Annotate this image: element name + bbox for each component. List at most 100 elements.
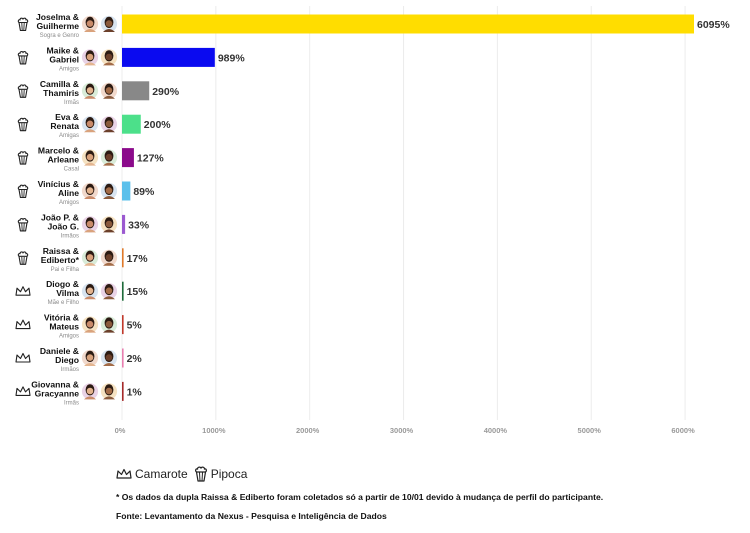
bar-value-label: 2% (127, 353, 143, 365)
avatar (99, 14, 119, 34)
popcorn-icon (194, 466, 207, 482)
chart-row: João P. &João G. Irmãos 33% (17, 212, 150, 239)
pair-relation: Amigas (59, 133, 79, 139)
avatar (80, 348, 100, 368)
pair-relation: Mãe e Filho (48, 300, 80, 306)
avatar (80, 14, 100, 34)
pair-name-line2: Gabriel (49, 54, 79, 64)
pair-name-line2: Aline (58, 188, 79, 198)
avatar (99, 282, 119, 301)
pair-name-line2: João G. (47, 221, 79, 231)
popcorn-icon (17, 84, 29, 98)
bar-value-label: 5% (127, 320, 143, 332)
chart-row: Vitória &Mateus Amigos 5% (15, 313, 143, 340)
popcorn-icon (17, 184, 29, 199)
bar (122, 281, 124, 301)
chart-row: Diogo &Vilma Mãe e Filho 15% (15, 279, 149, 306)
pair-name-line1: Camilla & (40, 79, 79, 89)
pair-name-line1: Eva & (55, 112, 79, 122)
x-tick-label: 5000% (578, 426, 602, 435)
pair-relation: Irmãs (64, 100, 79, 106)
avatar (99, 148, 119, 167)
pair-name-line2: Guilherme (36, 21, 79, 31)
x-axis-ticks: 0% 1000% 2000% 3000% 4000% 5000% 6000% (115, 426, 696, 435)
pair-name-line2: Vilma (56, 288, 79, 298)
chart-row: Vinícius &Aline Amigos 89% (17, 179, 155, 206)
bar (122, 248, 124, 268)
avatar (80, 148, 100, 167)
pair-name-line1: Vitória & (44, 313, 79, 323)
pair-relation: Casal (64, 167, 79, 173)
avatar (80, 115, 100, 134)
chart-row: Daniele &Diego Irmãos 2% (15, 346, 143, 373)
pair-relation: Amigos (59, 200, 79, 206)
pair-name-line1: Maike & (47, 45, 79, 55)
avatar (99, 315, 119, 334)
crown-icon (15, 319, 31, 330)
avatar (99, 348, 119, 368)
bar (122, 214, 126, 234)
crown-icon (15, 386, 31, 396)
crown-icon (15, 286, 31, 296)
pair-name-line2: Thamiris (43, 88, 79, 98)
grid-lines (121, 6, 686, 420)
popcorn-icon (17, 17, 29, 32)
bar (122, 348, 124, 368)
avatar (99, 248, 119, 267)
legend: Camarote Pipoca (116, 466, 247, 482)
avatar (80, 48, 100, 67)
chart-row: Raissa &Ediberto* Pai e Filha 17% (17, 246, 149, 273)
avatar (99, 181, 119, 201)
crown-icon (116, 468, 132, 479)
chart-row: Maike &Gabriel Amigos 989% (17, 45, 246, 72)
avatar (80, 248, 100, 267)
legend-pipoca: Pipoca (194, 466, 247, 482)
bar-value-label: 989% (218, 52, 246, 64)
avatar (80, 81, 100, 100)
popcorn-icon (17, 117, 29, 132)
bar (122, 47, 215, 67)
avatar (80, 382, 100, 401)
source-note: Fonte: Levantamento da Nexus - Pesquisa … (116, 511, 387, 521)
pair-name-line2: Arleane (47, 155, 79, 165)
chart-row: Joselma &Guilherme Sogra e Genro 6095% (17, 12, 730, 39)
pair-relation: Amigos (59, 334, 79, 340)
avatar (80, 315, 100, 334)
bar-value-label: 17% (127, 253, 149, 265)
popcorn-icon (17, 151, 29, 165)
pair-relation: Irmãs (64, 400, 79, 406)
bar-value-label: 127% (137, 153, 165, 165)
popcorn-icon (17, 251, 29, 265)
pair-name-line1: João P. & (41, 212, 79, 222)
bar-value-label: 6095% (697, 19, 730, 31)
bar-value-label: 200% (144, 119, 172, 131)
bar (122, 181, 131, 201)
bar (122, 315, 124, 335)
pair-relation: Irmãos (61, 367, 79, 373)
x-tick-label: 3000% (390, 426, 414, 435)
chart-row: Marcelo &Arleane Casal 127% (17, 146, 165, 173)
pair-name-line1: Raissa & (43, 246, 79, 256)
avatar (80, 181, 100, 201)
bar (122, 148, 134, 168)
bar (122, 114, 141, 134)
avatar (80, 215, 100, 234)
x-tick-label: 0% (115, 426, 126, 435)
pair-name-line1: Diogo & (46, 279, 79, 289)
pair-name-line2: Gracyanne (35, 388, 80, 398)
bar-value-label: 33% (128, 219, 150, 231)
pair-relation: Irmãos (61, 233, 79, 239)
chart-row: Eva &Renata Amigas 200% (17, 112, 172, 139)
pair-relation: Sogra e Genro (40, 33, 80, 39)
footnote: * Os dados da dupla Raissa & Ediberto fo… (116, 492, 604, 502)
pair-name-line2: Renata (50, 121, 79, 131)
popcorn-icon (17, 51, 29, 65)
avatar (99, 215, 119, 234)
x-tick-label: 4000% (484, 426, 508, 435)
chart-rows: Joselma &Guilherme Sogra e Genro 6095% Maik… (15, 12, 730, 406)
pair-relation: Amigos (59, 66, 79, 72)
bar-value-label: 15% (127, 286, 149, 298)
bar (122, 14, 694, 34)
bar (122, 381, 124, 401)
bar-chart: 0% 1000% 2000% 3000% 4000% 5000% 6000% Joselma… (15, 6, 730, 435)
